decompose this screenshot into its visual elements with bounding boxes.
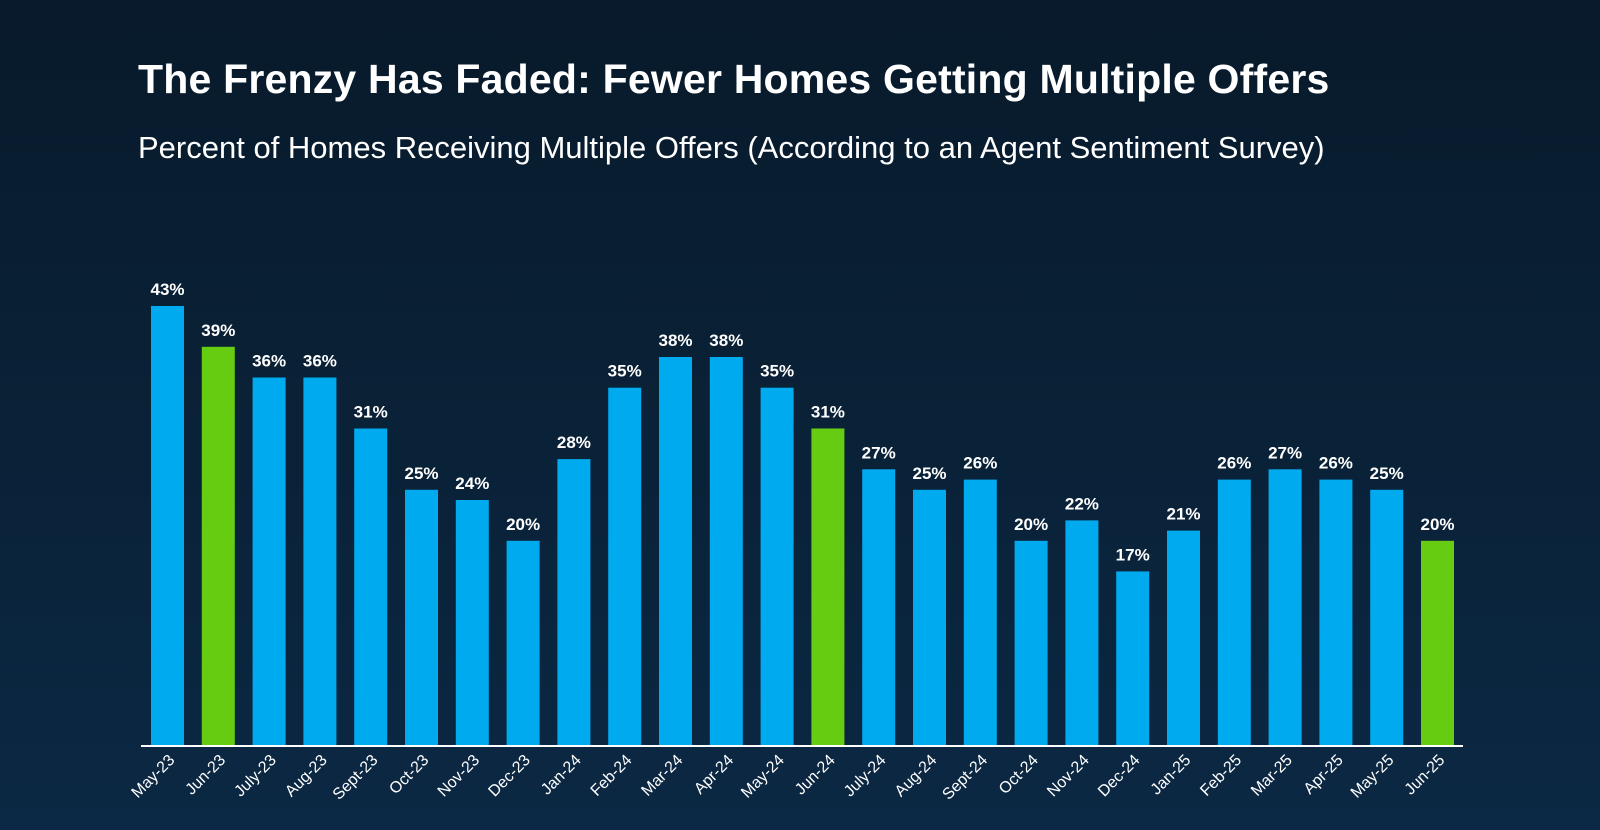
x-tick-label-july-24: July-24 xyxy=(841,752,890,801)
x-tick-label-may-23: May-23 xyxy=(129,752,179,802)
x-tick-label-jan-25: Jan-25 xyxy=(1148,752,1195,799)
bar-jun-23 xyxy=(201,346,235,745)
value-label-apr-25: 26% xyxy=(1319,454,1353,473)
value-label-dec-24: 17% xyxy=(1116,545,1150,564)
bar-feb-24 xyxy=(608,387,642,745)
bar-jun-25 xyxy=(1421,540,1454,745)
x-tick-label-feb-24: Feb-24 xyxy=(588,752,636,800)
x-tick-label-july-23: July-23 xyxy=(231,752,280,801)
x-tick-label-nov-24: Nov-24 xyxy=(1044,752,1093,801)
x-tick-label-dec-23: Dec-23 xyxy=(485,752,534,801)
value-label-mar-24: 38% xyxy=(658,331,692,350)
bar-dec-23 xyxy=(506,540,540,745)
value-label-sept-23: 31% xyxy=(354,403,388,422)
value-label-july-23: 36% xyxy=(252,352,286,371)
x-tick-label-jan-24: Jan-24 xyxy=(538,752,585,799)
bar-mar-25 xyxy=(1268,469,1302,745)
x-tick-label-jun-25: Jun-25 xyxy=(1402,752,1449,799)
value-label-july-24: 27% xyxy=(862,443,896,462)
bar-july-23 xyxy=(252,377,286,745)
value-label-feb-25: 26% xyxy=(1217,454,1251,473)
value-label-jan-24: 28% xyxy=(557,433,591,452)
value-label-oct-23: 25% xyxy=(404,464,438,483)
value-label-may-23: 43% xyxy=(150,280,184,299)
bar-jan-24 xyxy=(557,459,591,745)
x-tick-label-oct-24: Oct-24 xyxy=(996,752,1042,798)
bar-sept-24 xyxy=(963,479,997,745)
bar-may-24 xyxy=(760,387,794,745)
bar-may-23 xyxy=(151,306,184,745)
bar-sept-23 xyxy=(354,428,388,745)
bar-oct-23 xyxy=(405,489,438,745)
x-tick-label-oct-23: Oct-23 xyxy=(386,752,432,798)
bar-apr-25 xyxy=(1319,479,1353,745)
x-tick-label-sept-23: Sept-23 xyxy=(330,752,382,804)
bar-aug-23 xyxy=(303,377,337,745)
value-label-may-24: 35% xyxy=(760,362,794,381)
value-label-oct-24: 20% xyxy=(1014,515,1048,534)
value-label-feb-24: 35% xyxy=(608,362,642,381)
value-label-aug-23: 36% xyxy=(303,352,337,371)
value-label-aug-24: 25% xyxy=(912,464,946,483)
x-tick-label-dec-24: Dec-24 xyxy=(1095,752,1144,801)
chart-subtitle: Percent of Homes Receiving Multiple Offe… xyxy=(138,130,1325,165)
x-tick-label-jun-23: Jun-23 xyxy=(183,752,230,799)
bar-oct-24 xyxy=(1014,540,1048,745)
x-tick-label-mar-25: Mar-25 xyxy=(1248,752,1296,800)
value-label-jan-25: 21% xyxy=(1166,505,1200,524)
x-tick-label-jun-24: Jun-24 xyxy=(792,752,839,799)
value-label-dec-23: 20% xyxy=(506,515,540,534)
bar-feb-25 xyxy=(1217,479,1251,745)
bar-nov-24 xyxy=(1065,520,1099,745)
chart-title: The Frenzy Has Faded: Fewer Homes Gettin… xyxy=(138,56,1330,102)
x-tick-label-may-24: May-24 xyxy=(738,752,788,802)
value-label-nov-24: 22% xyxy=(1065,494,1099,513)
bar-mar-24 xyxy=(659,357,692,745)
value-label-jun-23: 39% xyxy=(201,321,235,340)
x-tick-label-may-25: May-25 xyxy=(1348,752,1398,802)
value-label-nov-23: 24% xyxy=(455,474,489,493)
value-label-mar-25: 27% xyxy=(1268,443,1302,462)
bar-jun-24 xyxy=(811,428,845,745)
x-tick-label-nov-23: Nov-23 xyxy=(435,752,484,801)
x-tick-label-mar-24: Mar-24 xyxy=(638,752,686,800)
value-label-may-25: 25% xyxy=(1370,464,1404,483)
x-tick-label-sept-24: Sept-24 xyxy=(939,752,991,804)
bar-jan-25 xyxy=(1167,530,1200,745)
bar-dec-24 xyxy=(1116,571,1150,745)
x-tick-label-apr-25: Apr-25 xyxy=(1301,752,1347,798)
x-tick-label-aug-24: Aug-24 xyxy=(892,752,941,801)
x-tick-label-aug-23: Aug-23 xyxy=(282,752,331,801)
bar-july-24 xyxy=(862,469,896,745)
bar-nov-23 xyxy=(455,500,489,745)
bar-aug-24 xyxy=(913,489,946,745)
bar-may-25 xyxy=(1370,489,1404,745)
value-label-jun-24: 31% xyxy=(811,403,845,422)
x-tick-label-apr-24: Apr-24 xyxy=(691,752,737,798)
value-label-apr-24: 38% xyxy=(709,331,743,350)
x-tick-label-feb-25: Feb-25 xyxy=(1197,752,1245,800)
bar-apr-24 xyxy=(709,357,743,745)
value-label-jun-25: 20% xyxy=(1420,515,1454,534)
value-label-sept-24: 26% xyxy=(963,454,997,473)
